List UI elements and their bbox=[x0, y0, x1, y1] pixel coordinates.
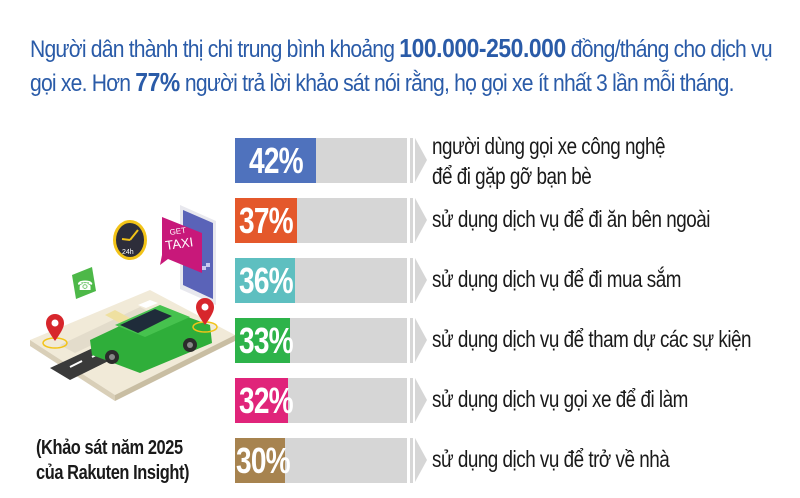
taxi-car-icon bbox=[90, 300, 212, 373]
bar-stripe bbox=[410, 198, 413, 243]
svg-text:GET: GET bbox=[169, 226, 187, 237]
arrow-icon bbox=[415, 378, 427, 422]
bar-fill bbox=[235, 138, 316, 183]
location-pin-icon-2 bbox=[192, 298, 218, 333]
bar-value: 42% bbox=[249, 140, 304, 181]
source-note: (Khảo sát năm 2025 của Rakuten Insight) bbox=[36, 436, 190, 486]
bar-row: 30% sử dụng dịch vụ để trở về nhà bbox=[235, 438, 795, 483]
bar-label: sử dụng dịch vụ để tham dự các sự kiện bbox=[432, 326, 752, 352]
bar-value: 32% bbox=[239, 380, 294, 421]
intro-paragraph: Người dân thành thị chi trung bình khoản… bbox=[30, 32, 787, 100]
bar-label: sử dụng dịch vụ để đi ăn bên ngoài bbox=[432, 206, 710, 232]
svg-text:☎: ☎ bbox=[77, 279, 93, 294]
intro-text-3: người trả lời khảo sát nói rằng, họ gọi … bbox=[179, 70, 735, 97]
bar-label-line-2: để đi gặp gỡ bạn bè bbox=[432, 163, 592, 189]
bar-value: 36% bbox=[239, 260, 294, 301]
bar-stripe bbox=[410, 318, 413, 363]
svg-text:TAXI: TAXI bbox=[164, 234, 194, 253]
source-note-line-2: của Rakuten Insight) bbox=[36, 462, 190, 484]
bar-fill bbox=[235, 318, 290, 363]
bar-value: 33% bbox=[239, 320, 294, 361]
bar-label: sử dụng dịch vụ gọi xe để đi làm bbox=[432, 386, 688, 412]
bar-value: 30% bbox=[236, 440, 291, 481]
bar-label: sử dụng dịch vụ để đi mua sắm bbox=[432, 266, 681, 292]
arrow-icon bbox=[415, 438, 427, 482]
arrow-icon bbox=[415, 258, 427, 302]
bar-row: 33% sử dụng dịch vụ để tham dự các sự ki… bbox=[235, 318, 795, 363]
source-note-line-1: (Khảo sát năm 2025 bbox=[36, 437, 183, 459]
bar-stripe bbox=[410, 378, 413, 423]
phone-call-icon: ☎ bbox=[72, 267, 96, 299]
arrow-icon bbox=[415, 138, 427, 182]
bar-row: 36% sử dụng dịch vụ để đi mua sắm bbox=[235, 258, 795, 303]
bar-fill bbox=[235, 378, 288, 423]
bar-value: 37% bbox=[239, 200, 294, 241]
svg-text:24h: 24h bbox=[122, 249, 134, 256]
bar-fill bbox=[235, 258, 295, 303]
bar-row: 37% sử dụng dịch vụ để đi ăn bên ngoài bbox=[235, 198, 795, 243]
get-taxi-badge-icon: GET TAXI bbox=[160, 217, 202, 273]
intro-highlight-percent: 77% bbox=[135, 67, 180, 97]
bar-row: 32% sử dụng dịch vụ gọi xe để đi làm bbox=[235, 378, 795, 423]
location-pin-icon bbox=[42, 314, 68, 349]
bar-fill bbox=[235, 438, 285, 483]
bar-row: 42% người dùng gọi xe công nghệ để đi gặ… bbox=[235, 133, 795, 189]
intro-text-2: đồng/tháng cho dịch vụ gọi xe. Hơn bbox=[30, 36, 773, 97]
bar-stripe bbox=[410, 138, 413, 183]
clock-icon: 24h bbox=[113, 220, 147, 260]
bar-stripe bbox=[410, 258, 413, 303]
taxi-illustration: GET TAXI 24h ☎ bbox=[20, 195, 240, 405]
bar-label: người dùng gọi xe công nghệ để đi gặp gỡ… bbox=[432, 131, 665, 191]
bar-label: sử dụng dịch vụ để trở về nhà bbox=[432, 446, 670, 472]
arrow-icon bbox=[415, 318, 427, 362]
arrow-icon bbox=[415, 198, 427, 242]
intro-highlight-amount: 100.000-250.000 bbox=[399, 33, 566, 63]
intro-text-1: Người dân thành thị chi trung bình khoản… bbox=[30, 36, 400, 63]
bar-label-line-1: người dùng gọi xe công nghệ bbox=[432, 133, 665, 159]
bar-stripe bbox=[410, 438, 413, 483]
bar-fill bbox=[235, 198, 297, 243]
